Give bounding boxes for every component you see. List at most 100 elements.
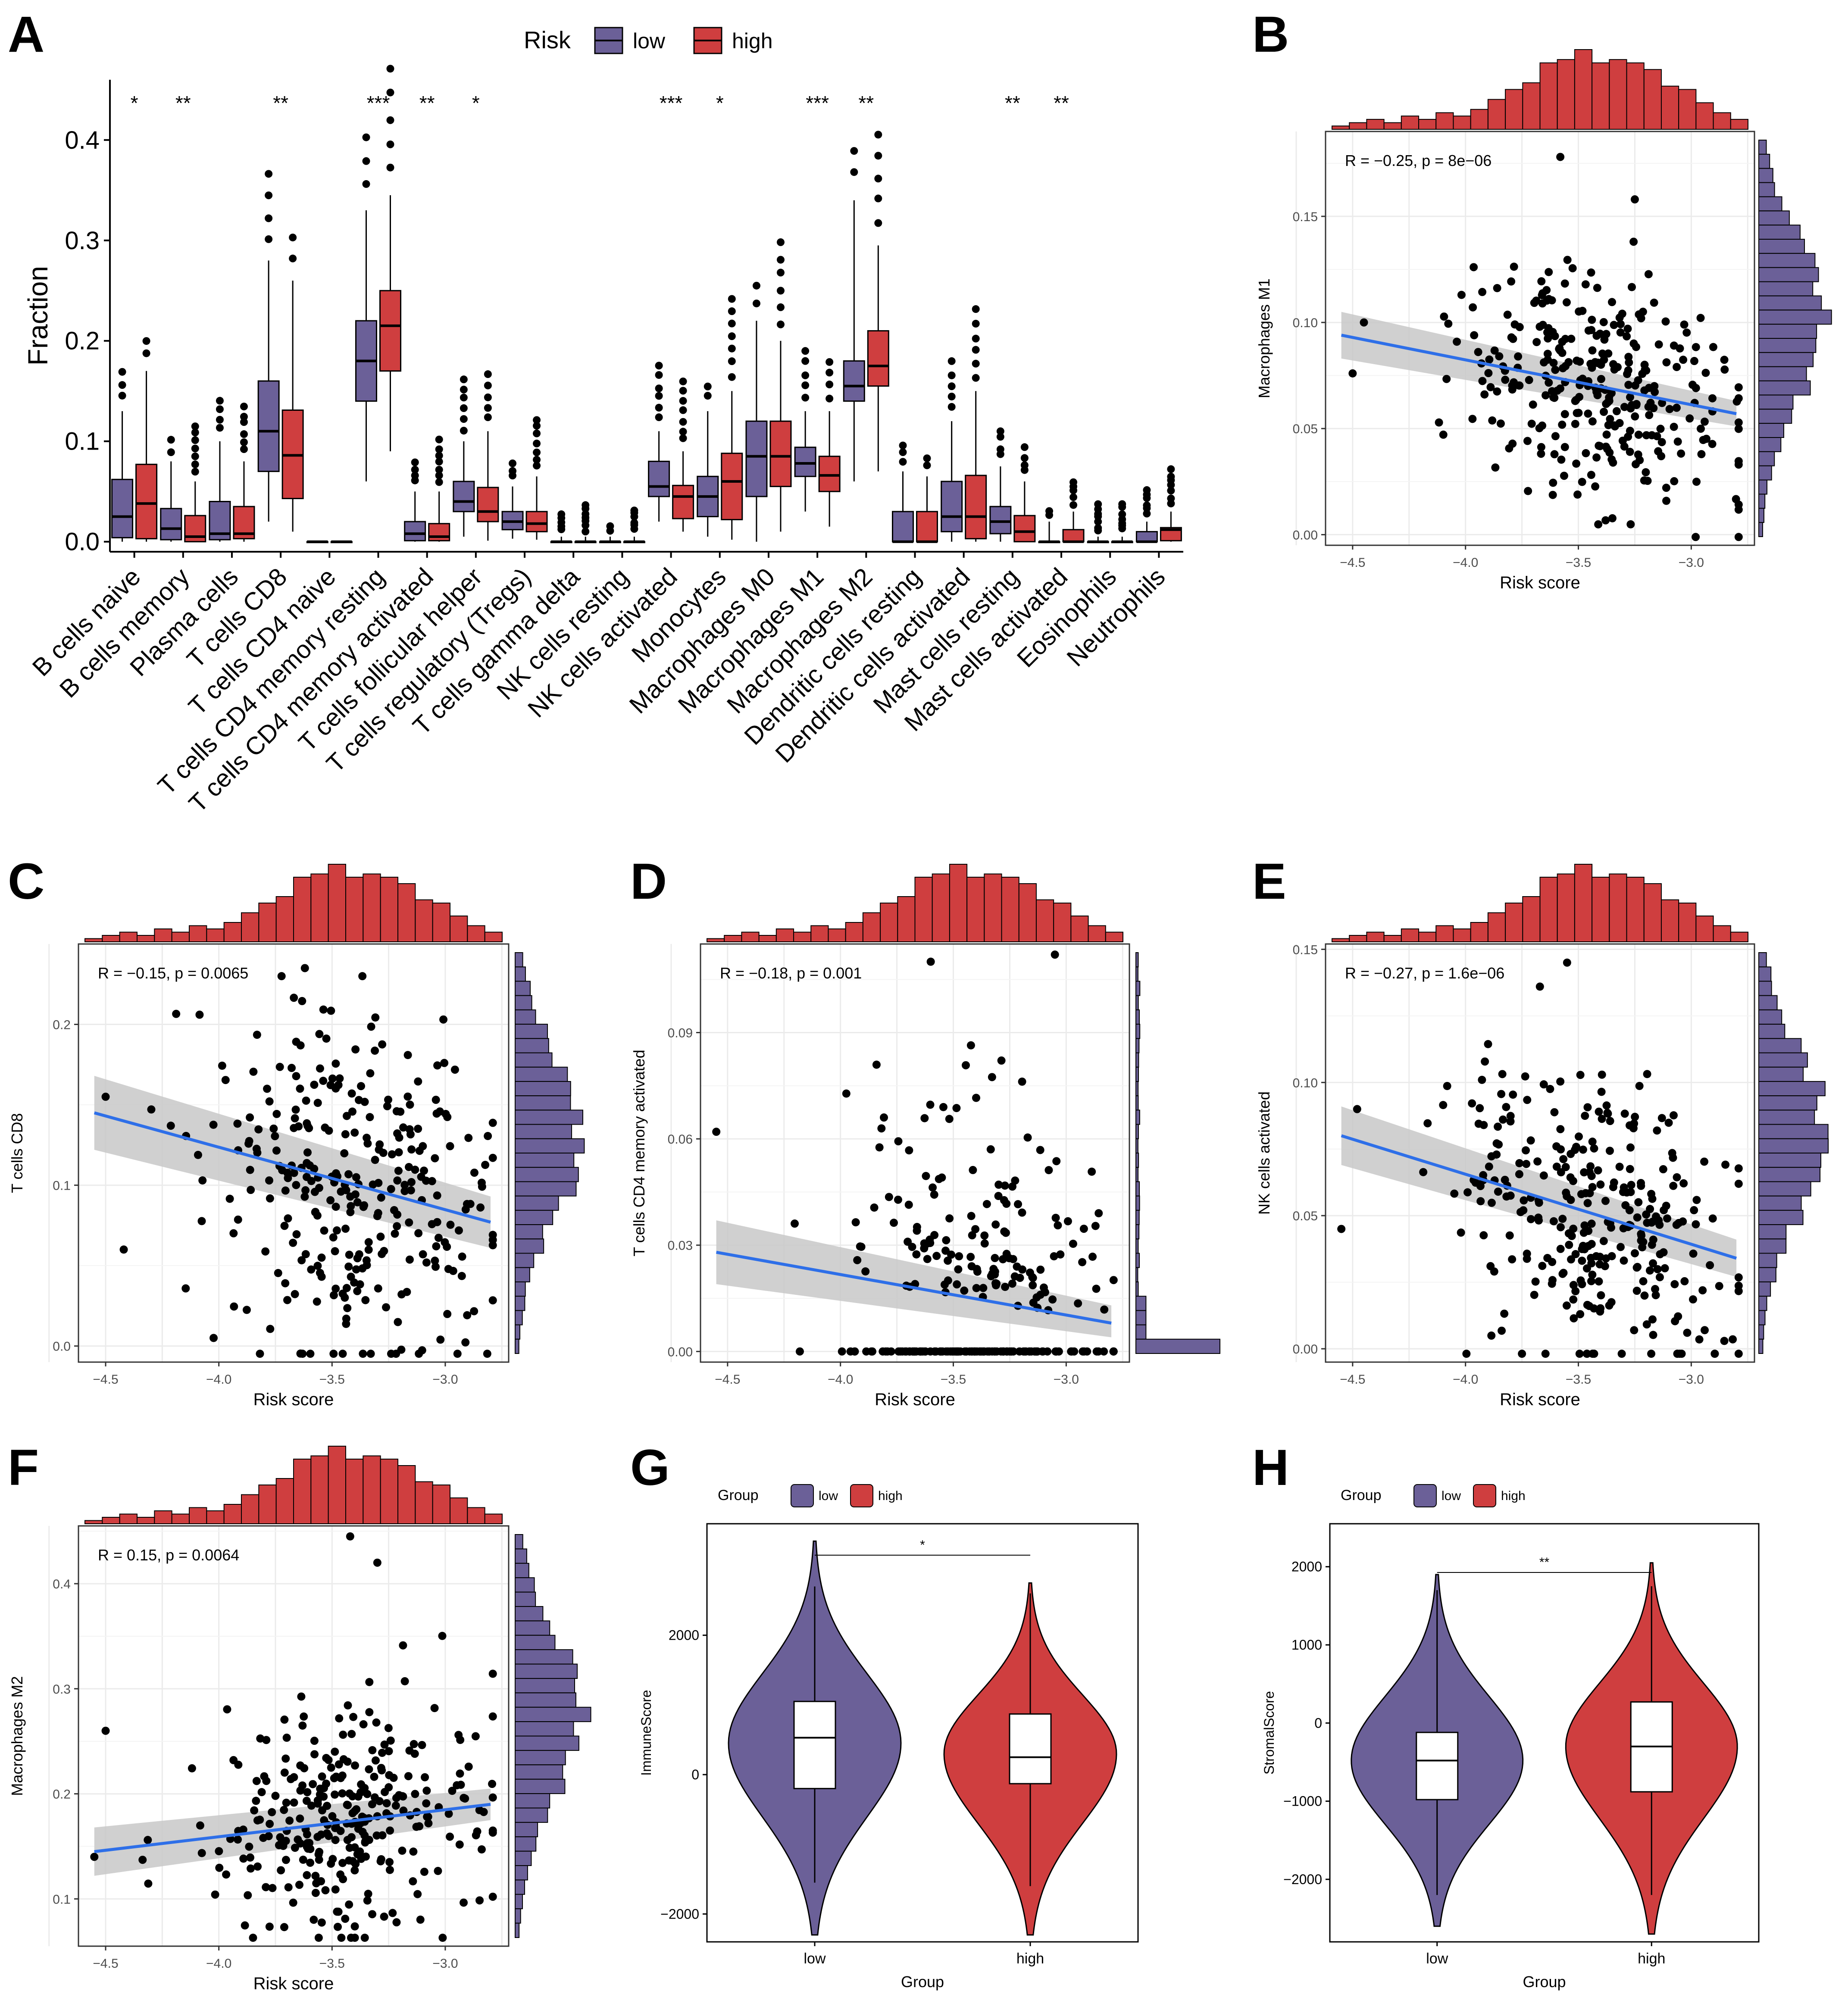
y-tick-label: 0.0 bbox=[65, 528, 100, 556]
x-tick-label: −3.0 bbox=[432, 1372, 458, 1387]
x-tick-label: −4.5 bbox=[715, 1372, 740, 1387]
data-point bbox=[1574, 409, 1583, 417]
marginal-histogram-bar bbox=[515, 1181, 577, 1197]
data-point bbox=[954, 1265, 963, 1274]
data-point bbox=[1487, 1332, 1496, 1340]
data-point bbox=[972, 1284, 981, 1292]
data-point bbox=[1613, 363, 1622, 372]
outlier-point bbox=[460, 385, 468, 394]
data-point bbox=[1685, 414, 1694, 423]
data-point bbox=[400, 1181, 409, 1189]
data-point bbox=[1474, 348, 1482, 356]
data-point bbox=[1579, 1228, 1588, 1237]
data-point bbox=[448, 1787, 457, 1795]
data-point bbox=[376, 1232, 385, 1241]
data-point bbox=[488, 1296, 497, 1305]
data-point bbox=[222, 1870, 231, 1879]
marginal-histogram-bar bbox=[515, 1707, 591, 1722]
data-point bbox=[1560, 279, 1569, 288]
data-point bbox=[1637, 314, 1645, 322]
panel-letter: H bbox=[1252, 1439, 1289, 1496]
data-point bbox=[291, 1844, 299, 1852]
data-point bbox=[329, 1291, 338, 1300]
outlier-point bbox=[679, 434, 687, 442]
data-point bbox=[234, 1835, 242, 1844]
data-point bbox=[234, 1215, 242, 1224]
marginal-histogram-bar bbox=[1758, 508, 1764, 523]
data-point bbox=[1602, 430, 1611, 439]
data-point bbox=[249, 1067, 258, 1076]
data-point bbox=[470, 1307, 478, 1316]
marginal-histogram-bar bbox=[966, 877, 985, 942]
marginal-histogram-bar bbox=[1758, 1024, 1785, 1039]
data-point bbox=[1734, 1179, 1743, 1188]
outlier-point bbox=[776, 269, 785, 277]
marginal-histogram-bar bbox=[1609, 59, 1627, 130]
marginal-histogram-bar bbox=[515, 1778, 566, 1794]
outlier-point bbox=[679, 428, 687, 436]
data-point bbox=[1052, 1157, 1061, 1166]
data-point bbox=[420, 1867, 428, 1876]
data-point bbox=[478, 1182, 486, 1191]
data-point bbox=[392, 1918, 401, 1927]
data-point bbox=[912, 1250, 921, 1259]
data-point bbox=[351, 1761, 360, 1770]
outlier-point bbox=[655, 362, 663, 370]
data-point bbox=[1490, 346, 1499, 355]
y-tick-label: 0.05 bbox=[1293, 1209, 1318, 1223]
data-point bbox=[1605, 1301, 1613, 1310]
outlier-point bbox=[874, 175, 882, 183]
data-point bbox=[306, 1350, 315, 1358]
significance-label: *** bbox=[660, 92, 683, 114]
outlier-point bbox=[362, 157, 370, 165]
data-point bbox=[1522, 1146, 1530, 1155]
data-point bbox=[302, 1797, 311, 1805]
box-low bbox=[1416, 1732, 1459, 1800]
data-point bbox=[319, 1077, 328, 1085]
data-point bbox=[1546, 1085, 1554, 1093]
marginal-histogram-bar bbox=[1758, 324, 1817, 339]
outlier-point bbox=[972, 374, 980, 382]
outlier-point bbox=[1020, 443, 1029, 451]
data-point bbox=[1002, 1250, 1011, 1258]
outlier-point bbox=[557, 510, 566, 519]
data-point bbox=[432, 1109, 441, 1118]
data-point bbox=[242, 1306, 251, 1314]
data-point bbox=[1734, 394, 1743, 403]
data-point bbox=[1492, 1139, 1501, 1148]
marginal-histogram-bar bbox=[1135, 1195, 1140, 1211]
marginal-histogram-bar bbox=[1135, 966, 1138, 982]
trend-line bbox=[94, 1111, 491, 1224]
x-tick-label: −4.0 bbox=[206, 1957, 231, 1971]
marginal-histogram-bar bbox=[1758, 1195, 1802, 1211]
data-point bbox=[894, 1195, 902, 1204]
data-point bbox=[399, 1807, 408, 1815]
data-point bbox=[1584, 409, 1592, 418]
data-point bbox=[354, 1096, 363, 1104]
data-point bbox=[347, 1202, 355, 1210]
data-point bbox=[1556, 346, 1564, 355]
data-point bbox=[1670, 477, 1679, 485]
data-point bbox=[268, 1808, 276, 1816]
data-point bbox=[1677, 449, 1685, 458]
data-point bbox=[1070, 1347, 1079, 1356]
data-point bbox=[1538, 1262, 1547, 1270]
data-point bbox=[1596, 1253, 1604, 1261]
data-point bbox=[1630, 1326, 1638, 1335]
data-point bbox=[913, 1226, 921, 1235]
outlier-point bbox=[460, 375, 468, 384]
outlier-point bbox=[655, 384, 663, 393]
data-point bbox=[1648, 1194, 1657, 1203]
data-point bbox=[245, 1842, 253, 1851]
data-point bbox=[1635, 1081, 1644, 1090]
marginal-histogram-bar bbox=[515, 1865, 528, 1881]
box-high bbox=[916, 511, 938, 543]
outlier-point bbox=[435, 435, 443, 444]
x-tick-label: −4.0 bbox=[1453, 556, 1478, 570]
data-point bbox=[1601, 1197, 1610, 1205]
marginal-histogram-bar bbox=[1758, 1110, 1815, 1125]
data-point bbox=[1018, 1208, 1026, 1217]
data-point bbox=[1556, 153, 1565, 161]
marginal-histogram-bar bbox=[515, 1879, 525, 1895]
data-point bbox=[317, 1253, 326, 1262]
